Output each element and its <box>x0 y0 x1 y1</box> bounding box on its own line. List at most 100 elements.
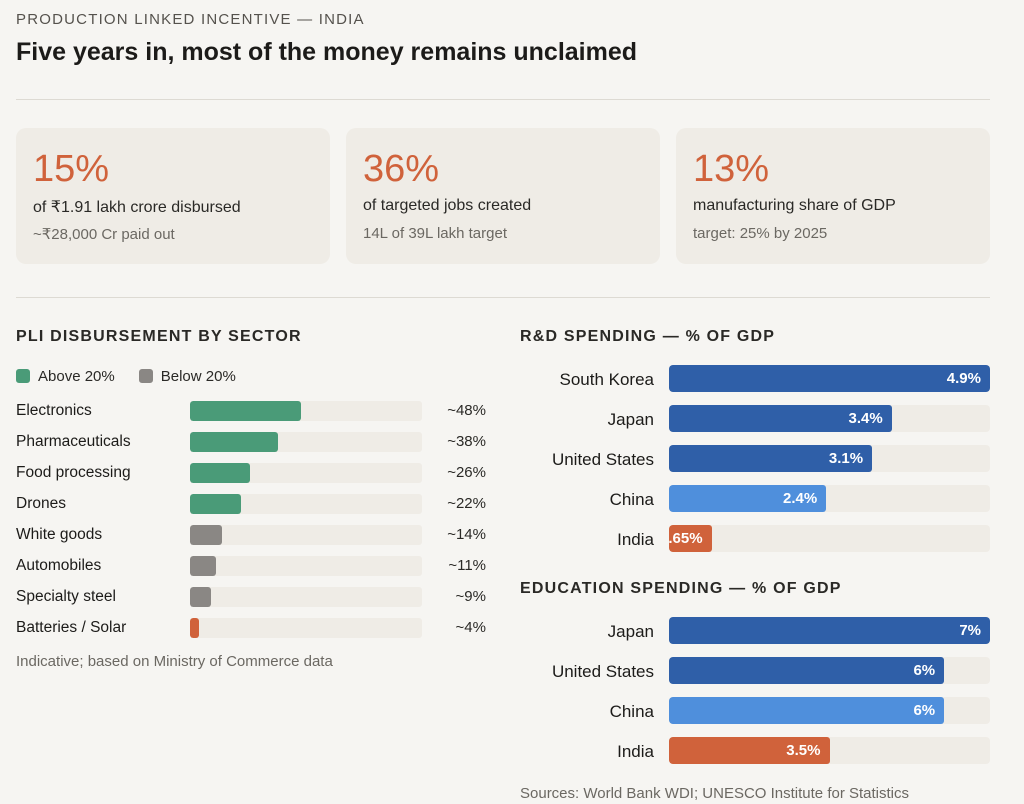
value-label: 2.4% <box>783 490 818 507</box>
stat-card: 15% of ₹1.91 lakh crore disbursed ~₹28,0… <box>16 128 330 264</box>
bar-row: Pharmaceuticals ~38% <box>16 428 486 459</box>
bar-track <box>190 525 422 545</box>
category-label: Drones <box>16 495 66 512</box>
bar-track <box>190 494 422 514</box>
bar <box>190 494 242 514</box>
divider <box>16 99 990 100</box>
bar-track: 3.1% <box>669 445 990 472</box>
bar-track <box>190 401 422 421</box>
bar-row: China 2.4% <box>520 485 990 525</box>
value-label: ~22% <box>447 495 486 512</box>
bar <box>669 617 990 644</box>
value-label: 3.4% <box>848 410 883 427</box>
bar-row: South Korea 4.9% <box>520 365 990 405</box>
value-label: 3.5% <box>786 742 821 759</box>
education-chart: EDUCATION SPENDING — % OF GDP Japan 7% Unit… <box>520 580 990 802</box>
stat-card: 13% manufacturing share of GDP target: 2… <box>676 128 990 264</box>
bar-row: Electronics ~48% <box>16 397 486 428</box>
divider <box>16 297 990 298</box>
legend-swatch <box>138 369 153 383</box>
category-label: Batteries / Solar <box>16 619 127 636</box>
bar <box>190 556 216 576</box>
chart-title: R&D SPENDING — % OF GDP <box>520 328 776 345</box>
value-label: ~48% <box>447 402 486 419</box>
legend: Above 20% Below 20% <box>16 368 486 385</box>
bar-track: 7% <box>669 617 990 644</box>
chart-title: PLI DISBURSEMENT BY SECTOR <box>16 328 302 345</box>
value-label: 6% <box>913 702 936 719</box>
category-label: Pharmaceuticals <box>16 433 131 450</box>
bar <box>190 432 279 452</box>
stat-label: manufacturing share of GDP <box>693 197 896 214</box>
bar <box>190 401 302 421</box>
bar-row: Japan 3.4% <box>520 405 990 445</box>
value-label: 4.9% <box>946 370 981 387</box>
bar-row: Food processing ~26% <box>16 459 486 490</box>
bar <box>669 525 712 552</box>
category-label: Specialty steel <box>16 588 116 605</box>
legend-label: Below 20% <box>160 368 236 385</box>
stat-card: 36% of targeted jobs created 14L of 39L … <box>346 128 660 264</box>
bar <box>190 463 251 483</box>
value-label: 3.1% <box>828 450 864 467</box>
eyebrow: PRODUCTION LINKED INCENTIVE — INDIA <box>16 11 365 28</box>
legend-item: Below 20% <box>138 368 236 385</box>
category-label: Automobiles <box>16 557 102 574</box>
bar <box>669 445 873 472</box>
bar <box>669 737 830 764</box>
value-label: 0.65% <box>669 530 703 547</box>
footnote: Sources: World Bank WDI; UNESCO Institut… <box>520 785 910 802</box>
bar-row: Specialty steel ~9% <box>16 583 486 614</box>
bar <box>669 657 945 684</box>
bar-row: China 6% <box>520 697 990 737</box>
bar <box>669 405 892 432</box>
value-label: ~9% <box>455 588 486 605</box>
bar <box>190 618 200 638</box>
legend-swatch <box>16 369 30 383</box>
bar-track <box>190 587 422 607</box>
sector-chart: PLI DISBURSEMENT BY SECTOR Above 20% Below… <box>16 328 486 670</box>
bar-track: 6% <box>669 657 990 684</box>
bar <box>190 587 211 607</box>
stat-note: 14L of 39L lakh target <box>363 225 507 242</box>
category-label: China <box>609 702 654 721</box>
category-label: Japan <box>607 622 654 641</box>
value-label: ~38% <box>447 433 486 450</box>
category-label: Japan <box>607 410 654 429</box>
value-label: ~4% <box>455 619 486 636</box>
bar-track <box>190 432 422 452</box>
category-label: United States <box>551 662 654 681</box>
legend-label: Above 20% <box>38 368 115 385</box>
bar-track: 6% <box>669 697 990 724</box>
category-label: White goods <box>16 526 103 543</box>
category-label: Electronics <box>16 402 92 419</box>
bar-track: 0.65% <box>669 525 990 552</box>
bar-row: United States 3.1% <box>520 445 990 485</box>
legend-item: Above 20% <box>16 368 115 385</box>
stat-note: ~₹28,000 Cr paid out <box>33 226 175 243</box>
bar <box>669 697 945 724</box>
category-label: China <box>609 490 654 509</box>
stat-value: 13% <box>693 148 770 190</box>
page-title: Five years in, most of the money remains… <box>16 38 638 66</box>
stat-label: of targeted jobs created <box>363 197 532 214</box>
chart-title: EDUCATION SPENDING — % OF GDP <box>520 580 842 597</box>
bar-track: 4.9% <box>669 365 990 392</box>
category-label: United States <box>551 450 654 469</box>
bar-track: 2.4% <box>669 485 990 512</box>
rd-chart: R&D SPENDING — % OF GDP South Korea 4.9% Ja… <box>520 328 990 565</box>
bar-row: Japan 7% <box>520 617 990 657</box>
bar-track <box>190 618 422 638</box>
bar <box>669 365 990 392</box>
bar-rows: South Korea 4.9% Japan 3.4% United States 3.1… <box>520 365 990 565</box>
bar-row: India 3.5% <box>520 737 990 777</box>
bar-row: Batteries / Solar ~4% <box>16 614 486 645</box>
bar-row: Drones ~22% <box>16 490 486 521</box>
category-label: India <box>617 530 654 549</box>
value-label: 6% <box>913 662 936 679</box>
value-label: 7% <box>959 622 981 639</box>
stat-value: 15% <box>33 148 110 190</box>
bar <box>669 485 827 512</box>
category-label: South Korea <box>559 370 654 389</box>
